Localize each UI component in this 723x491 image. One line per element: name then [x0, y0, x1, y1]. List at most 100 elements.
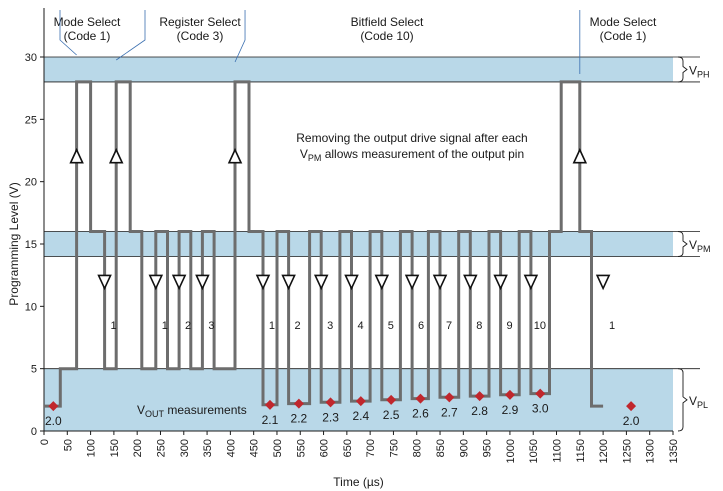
vout-marker: [474, 391, 485, 402]
band-label-subscript: PL: [697, 400, 708, 410]
down-arrow: [313, 274, 329, 291]
vout-value: 3.0: [532, 402, 549, 416]
x-tick-label: 1300: [645, 439, 657, 463]
section-header: Bitfield Select(Code 10): [234, 10, 424, 63]
down-arrow: [463, 274, 478, 291]
x-tick-label: 900: [458, 439, 470, 457]
band-label-v: V: [689, 394, 697, 408]
y-axis-title: Programming Level (V): [7, 182, 21, 305]
pulse-number: 1: [111, 320, 117, 332]
band-label: VPL: [689, 394, 708, 410]
pulse-number: 9: [507, 320, 513, 332]
down-arrow: [281, 274, 296, 291]
vout-value: 2.0: [45, 414, 62, 428]
section-title: Register Select: [159, 15, 241, 29]
x-tick-label: 850: [435, 439, 447, 457]
down-arrow: [374, 274, 390, 291]
pulse-number: 2: [185, 320, 191, 332]
band-label-v: V: [689, 63, 697, 77]
section-title: Bitfield Select: [351, 15, 424, 29]
vout-marker: [444, 392, 455, 403]
section-code: (Code 1): [600, 29, 647, 43]
vout-subscript: OUT: [145, 409, 165, 419]
pulse-number: 5: [388, 320, 394, 332]
vout-rest: measurements: [164, 403, 247, 417]
down-arrow: [195, 274, 210, 291]
down-arrow: [255, 274, 271, 291]
vout-marker: [325, 397, 336, 408]
vout-value: 2.9: [502, 403, 519, 417]
band-brace: [677, 368, 688, 432]
vout-value: 2.2: [291, 412, 308, 426]
down-arrow: [523, 274, 539, 291]
down-arrow: [595, 274, 611, 291]
vout-marker: [355, 396, 366, 407]
x-tick-label: 1050: [528, 439, 540, 463]
plot-frame: [43, 8, 673, 432]
vout-value: 2.8: [471, 404, 488, 418]
vout-value: 2.3: [322, 410, 339, 424]
band-label-subscript: PM: [697, 244, 711, 254]
vout-marker: [626, 401, 637, 412]
pulse-number: 1: [162, 320, 168, 332]
section-title: Mode Select: [54, 15, 121, 29]
x-tick-label: 350: [202, 439, 214, 457]
section-header: Register Select(Code 3): [115, 10, 241, 61]
vout-value: 2.1: [262, 413, 279, 427]
x-tick-label: 1350: [668, 439, 680, 463]
pulse-number: 7: [446, 320, 452, 332]
pulse-number: 6: [418, 320, 424, 332]
x-tick-label: 200: [132, 439, 144, 457]
x-axis-title: Time (µs): [333, 475, 383, 489]
pulse-number: 10: [534, 320, 546, 332]
vout-v: V: [137, 403, 145, 417]
up-arrow: [572, 147, 588, 164]
annotation-v: V: [300, 147, 308, 161]
x-tick-label: 100: [86, 439, 98, 457]
section-headers: Mode Select(Code 1)Register Select(Code …: [54, 10, 657, 74]
pulse-number: 1: [269, 320, 275, 332]
band-label-v: V: [689, 238, 697, 252]
section-header: Mode Select(Code 1): [54, 10, 121, 56]
up-arrow: [69, 147, 84, 164]
x-tick-label: 400: [225, 439, 237, 457]
y-tick-label: 10: [25, 301, 37, 313]
section-header: Mode Select(Code 1): [579, 10, 657, 74]
down-arrow: [432, 274, 448, 291]
annotation-line-1: Removing the output drive signal after e…: [296, 131, 527, 145]
y-tick-label: 15: [25, 239, 37, 251]
x-tick-label: 50: [62, 439, 74, 451]
pulse-number: 4: [357, 320, 363, 332]
x-axis-ticks: 0 50 100 150 200 250 300 350 400 450 500 550 600 650 7…: [39, 431, 680, 463]
x-tick-label: 250: [155, 439, 167, 457]
vout-marker: [293, 398, 304, 409]
waveform-line: [44, 80, 604, 408]
down-arrow: [404, 274, 420, 291]
section-bracket-line: [115, 10, 146, 61]
annotation-line-2: VPM allows measurement of the output pin: [300, 147, 524, 163]
band-label-subscript: PH: [697, 69, 710, 79]
band-brace: [677, 231, 688, 257]
voltage-bands: [44, 57, 673, 431]
x-tick-label: 500: [272, 439, 284, 457]
x-tick-label: 1100: [552, 439, 564, 463]
pulse-number: 3: [208, 320, 214, 332]
waveform: [44, 80, 604, 408]
x-tick-label: 550: [295, 439, 307, 457]
x-tick-label: 450: [249, 439, 261, 457]
band-vph: [44, 57, 673, 82]
x-tick-label: 0: [39, 439, 51, 445]
annotation-rest: allows measurement of the output pin: [321, 147, 524, 161]
x-tick-label: 700: [365, 439, 377, 457]
x-tick-label: 950: [482, 439, 494, 457]
vout-value: 2.6: [412, 407, 429, 421]
pulse-number: 1: [609, 320, 615, 332]
vout-marker: [386, 394, 397, 405]
section-title: Mode Select: [590, 15, 657, 29]
band-label: VPH: [689, 63, 710, 79]
section-bracket-line: [59, 10, 77, 56]
band-brace: [677, 56, 688, 83]
vout-value: 2.7: [441, 405, 458, 419]
x-tick-label: 600: [319, 439, 331, 457]
